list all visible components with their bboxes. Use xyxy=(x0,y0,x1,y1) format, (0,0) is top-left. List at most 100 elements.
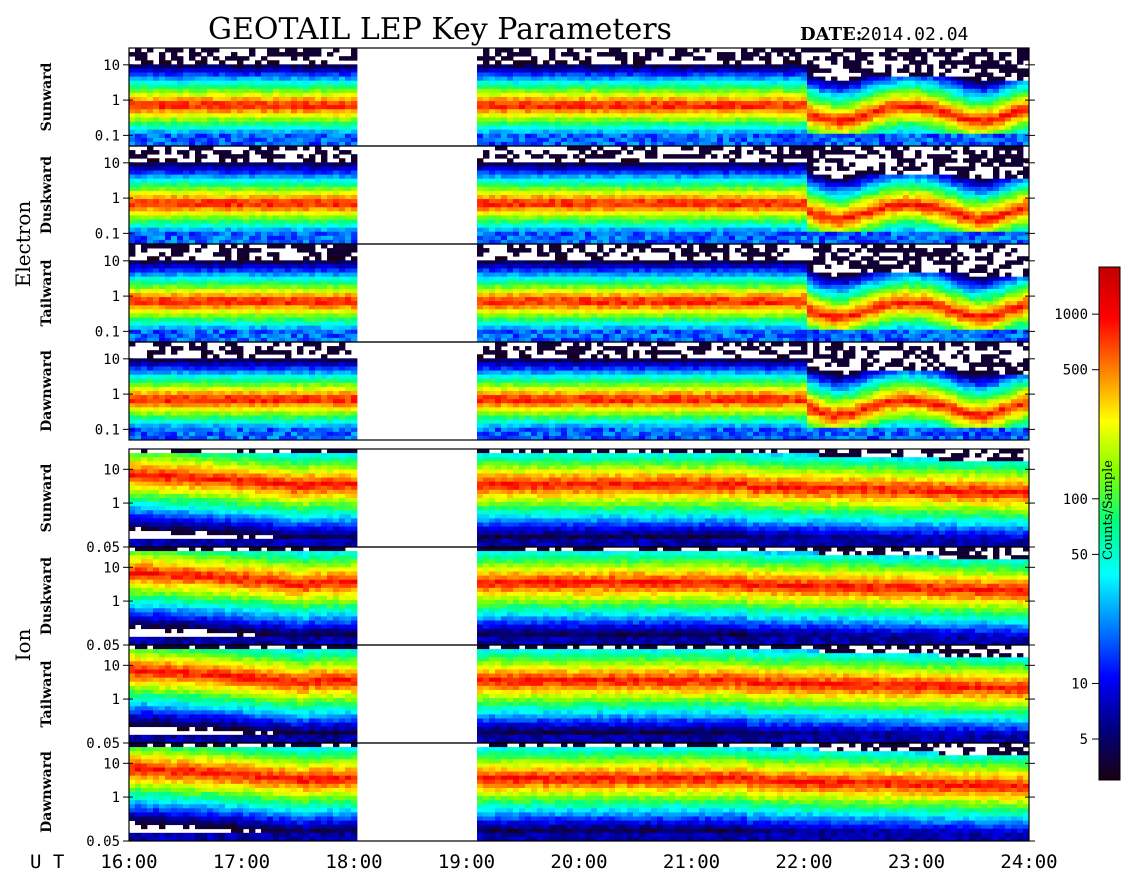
spectrogram-cell xyxy=(681,97,687,101)
spectrogram-cell xyxy=(567,81,573,85)
spectrogram-cell xyxy=(687,195,693,199)
spectrogram-cell xyxy=(765,215,771,219)
spectrogram-cell xyxy=(969,77,975,81)
spectrogram-cell xyxy=(165,81,171,85)
spectrogram-cell xyxy=(681,171,687,175)
spectrogram-cell xyxy=(207,199,213,203)
spectrogram-cell xyxy=(477,224,483,228)
spectrogram-cell xyxy=(183,109,189,113)
spectrogram-cell xyxy=(711,81,717,85)
spectrogram-cell xyxy=(237,64,243,68)
spectrogram-cell xyxy=(519,81,525,85)
spectrogram-cell xyxy=(153,166,159,170)
spectrogram-cell xyxy=(615,166,621,170)
spectrogram-cell xyxy=(135,228,141,232)
spectrogram-cell xyxy=(693,56,699,60)
spectrogram-cell xyxy=(501,183,507,187)
spectrogram-cell xyxy=(261,77,267,81)
spectrogram-cell xyxy=(135,77,141,81)
spectrogram-cell xyxy=(915,48,921,52)
spectrogram-cell xyxy=(183,117,189,121)
spectrogram-cell xyxy=(747,211,753,215)
spectrogram-cell xyxy=(735,105,741,109)
spectrogram-cell xyxy=(717,122,723,126)
spectrogram-cell xyxy=(321,191,327,195)
spectrogram-cell xyxy=(183,211,189,215)
spectrogram-cell xyxy=(855,48,861,52)
spectrogram-cell xyxy=(687,146,693,150)
spectrogram-cell xyxy=(345,175,351,179)
spectrogram-cell xyxy=(765,236,771,240)
spectrogram-cell xyxy=(639,166,645,170)
spectrogram-cell xyxy=(657,105,663,109)
spectrogram-cell xyxy=(339,162,345,166)
spectrogram-cell xyxy=(663,93,669,97)
spectrogram-cell xyxy=(879,97,885,101)
spectrogram-cell xyxy=(693,48,699,52)
spectrogram-cell xyxy=(231,52,237,56)
spectrogram-cell xyxy=(747,228,753,232)
spectrogram-cell xyxy=(291,175,297,179)
spectrogram-cell xyxy=(867,93,873,97)
spectrogram-cell xyxy=(777,48,783,52)
spectrogram-cell xyxy=(513,228,519,232)
spectrogram-cell xyxy=(657,101,663,105)
spectrogram-cell xyxy=(135,56,141,60)
spectrogram-cell xyxy=(825,150,831,154)
panel-label: Sunward xyxy=(39,62,55,131)
spectrogram-cell xyxy=(669,73,675,77)
spectrogram-cell xyxy=(549,195,555,199)
spectrogram-cell xyxy=(177,93,183,97)
spectrogram-cell xyxy=(321,228,327,232)
spectrogram-cell xyxy=(861,105,867,109)
spectrogram-cell xyxy=(201,162,207,166)
spectrogram-cell xyxy=(585,73,591,77)
spectrogram-cell xyxy=(699,150,705,154)
spectrogram-cell xyxy=(609,195,615,199)
spectrogram-cell xyxy=(543,211,549,215)
spectrogram-cell xyxy=(693,232,699,236)
spectrogram-cell xyxy=(675,85,681,89)
spectrogram-cell xyxy=(759,166,765,170)
spectrogram-cell xyxy=(885,101,891,105)
spectrogram-cell xyxy=(807,73,813,77)
spectrogram-cell xyxy=(573,122,579,126)
spectrogram-cell xyxy=(159,126,165,130)
spectrogram-cell xyxy=(345,203,351,207)
spectrogram-cell xyxy=(219,171,225,175)
spectrogram-cell xyxy=(807,117,813,121)
spectrogram-cell xyxy=(771,183,777,187)
spectrogram-cell xyxy=(573,73,579,77)
spectrogram-cell xyxy=(1017,85,1023,89)
spectrogram-cell xyxy=(963,68,969,72)
spectrogram-cell xyxy=(171,228,177,232)
spectrogram-cell xyxy=(279,97,285,101)
spectrogram-cell xyxy=(621,175,627,179)
spectrogram-cell xyxy=(867,77,873,81)
spectrogram-cell xyxy=(249,77,255,81)
spectrogram-cell xyxy=(237,199,243,203)
spectrogram-cell xyxy=(813,117,819,121)
spectrogram-cell xyxy=(339,179,345,183)
spectrogram-cell xyxy=(657,191,663,195)
spectrogram-cell xyxy=(663,220,669,224)
spectrogram-cell xyxy=(489,130,495,134)
spectrogram-cell xyxy=(693,97,699,101)
spectrogram-cell xyxy=(477,85,483,89)
spectrogram-cell xyxy=(483,175,489,179)
spectrogram-cell xyxy=(645,191,651,195)
spectrogram-cell xyxy=(141,77,147,81)
spectrogram-cell xyxy=(351,138,357,142)
spectrogram-cell xyxy=(579,60,585,64)
spectrogram-cell xyxy=(531,203,537,207)
spectrogram-cell xyxy=(279,211,285,215)
spectrogram-cell xyxy=(171,85,177,89)
spectrogram-cell xyxy=(561,60,567,64)
spectrogram-cell xyxy=(567,134,573,138)
spectrogram-cell xyxy=(633,130,639,134)
spectrogram-cell xyxy=(729,203,735,207)
spectrogram-cell xyxy=(543,134,549,138)
spectrogram-cell xyxy=(915,138,921,142)
spectrogram-cell xyxy=(783,73,789,77)
spectrogram-cell xyxy=(963,122,969,126)
